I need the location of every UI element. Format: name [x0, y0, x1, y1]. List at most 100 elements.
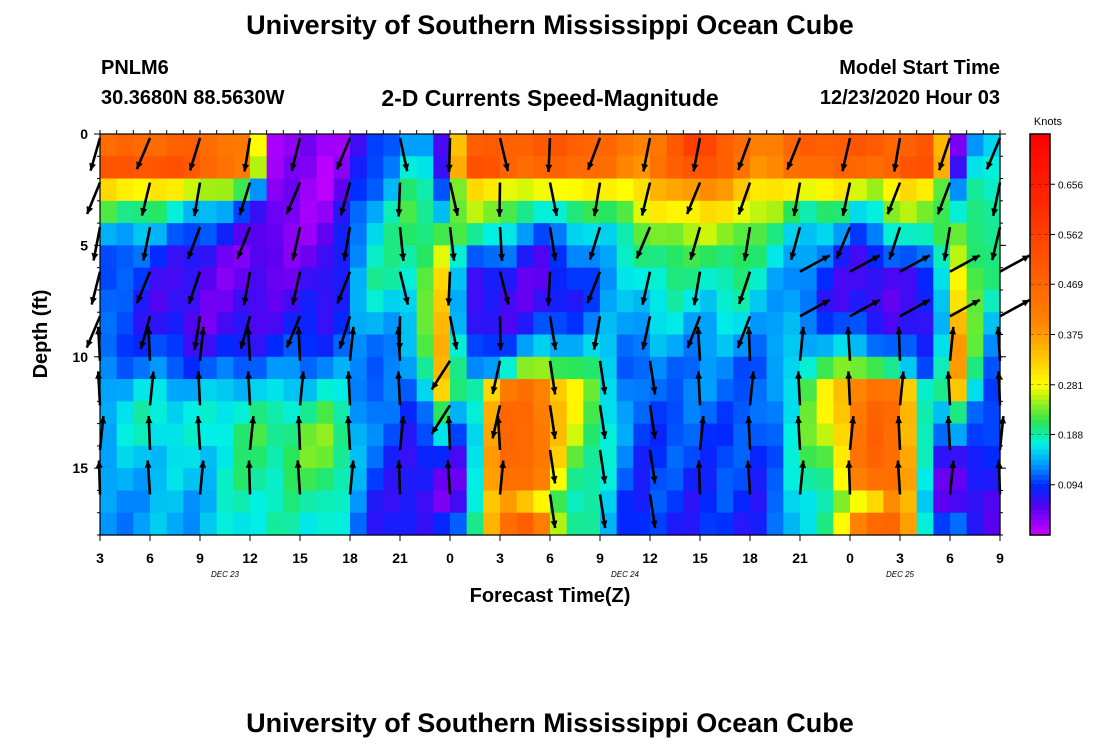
heat-cell — [783, 512, 801, 536]
current-arrow — [598, 449, 608, 484]
heat-cell — [666, 334, 684, 358]
heat-cell — [200, 156, 218, 180]
x-tick-label: 6 — [946, 550, 954, 566]
heat-cell — [333, 379, 351, 402]
heat-cell — [383, 490, 401, 514]
heat-cell — [333, 512, 351, 536]
heat-cell — [933, 334, 951, 358]
heat-cell — [433, 334, 451, 358]
heat-cell — [766, 379, 784, 402]
heat-cell — [866, 512, 884, 536]
arrow-head — [971, 299, 980, 307]
heat-cell — [150, 334, 168, 358]
heat-cell — [383, 223, 401, 246]
arrow-head — [737, 340, 744, 348]
heat-cell — [533, 200, 551, 224]
arrow-head — [145, 415, 153, 424]
heat-cell — [183, 379, 201, 402]
x-tick-label: 0 — [846, 550, 854, 566]
current-arrow — [798, 326, 807, 361]
heat-cell — [316, 468, 334, 492]
heat-cell — [683, 468, 701, 492]
heat-cell — [466, 445, 484, 469]
current-arrow — [341, 226, 352, 261]
heat-cell — [350, 200, 368, 224]
heat-cell — [283, 468, 301, 492]
heat-cell — [483, 512, 501, 536]
current-arrow — [999, 298, 1031, 318]
date-label: DEC 24 — [611, 570, 640, 579]
heat-cell — [416, 289, 434, 313]
heat-cell — [333, 423, 351, 447]
heat-cell — [350, 289, 368, 313]
heat-cell — [750, 468, 768, 492]
arrow-head — [899, 371, 907, 379]
current-arrow — [592, 182, 602, 217]
heat-cell — [233, 512, 251, 536]
heat-cell — [850, 289, 868, 313]
heat-cell — [216, 379, 234, 402]
heat-cell — [433, 312, 451, 336]
arrow-head — [990, 252, 998, 261]
current-arrow — [899, 298, 931, 318]
current-arrow — [999, 254, 1031, 273]
current-arrow — [635, 226, 652, 259]
heat-cell — [550, 289, 568, 313]
current-arrow — [448, 315, 459, 350]
heat-cell — [683, 289, 701, 313]
heat-cell — [666, 401, 684, 425]
heat-cell — [166, 401, 184, 425]
current-arrow — [187, 271, 202, 305]
colorbar-segment — [1030, 274, 1050, 280]
arrow-head — [789, 252, 797, 260]
heat-cell — [966, 379, 984, 402]
heat-cell — [116, 334, 134, 358]
heat-cell — [466, 312, 484, 336]
current-arrow — [548, 405, 558, 440]
heat-cell — [716, 267, 734, 291]
heat-cell — [883, 401, 901, 425]
heat-cell — [566, 312, 584, 336]
heat-cell — [700, 156, 718, 180]
colorbar-segment — [1030, 324, 1050, 331]
arrow-head — [737, 161, 744, 170]
colorbar-segment — [1030, 494, 1050, 501]
current-arrow — [737, 137, 752, 171]
heat-cell — [416, 223, 434, 246]
heat-cell — [933, 490, 951, 514]
arrow-head — [192, 208, 199, 217]
heat-cell — [350, 468, 368, 492]
heat-cell — [466, 267, 484, 291]
heat-cell — [716, 445, 734, 469]
heat-cell — [316, 334, 334, 358]
arrow-head — [636, 250, 643, 259]
heat-cell — [166, 245, 184, 269]
heat-cell — [500, 379, 518, 402]
heat-cell — [433, 223, 451, 246]
current-arrow — [848, 415, 857, 451]
current-arrow — [239, 315, 252, 350]
current-arrow — [497, 316, 504, 351]
heat-cell — [600, 356, 618, 380]
chart-subtitle: 2-D Currents Speed-Magnitude — [381, 85, 719, 111]
colorbar-segment — [1030, 509, 1050, 516]
current-arrow — [641, 137, 652, 172]
heat-cell — [183, 334, 201, 358]
heat-cell — [200, 356, 218, 380]
arrow-head — [821, 299, 830, 307]
heat-cell — [316, 445, 334, 469]
current-arrow — [895, 326, 903, 361]
heat-cell — [333, 490, 351, 514]
heat-cell — [216, 490, 234, 514]
arrow-head — [894, 460, 902, 468]
arrow-head — [286, 339, 293, 348]
heat-cell — [466, 512, 484, 536]
heat-cell — [150, 245, 168, 269]
heat-cell — [216, 178, 234, 202]
heat-cell — [100, 468, 118, 492]
heat-cell — [466, 468, 484, 492]
heat-cell — [216, 312, 234, 336]
current-arrow — [898, 371, 907, 406]
colorbar-segment — [1030, 314, 1050, 321]
heat-cell — [600, 334, 618, 358]
